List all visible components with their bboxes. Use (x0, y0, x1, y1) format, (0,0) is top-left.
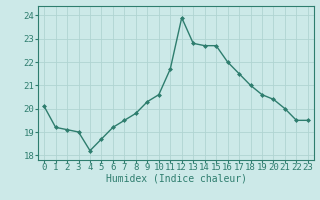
X-axis label: Humidex (Indice chaleur): Humidex (Indice chaleur) (106, 173, 246, 183)
